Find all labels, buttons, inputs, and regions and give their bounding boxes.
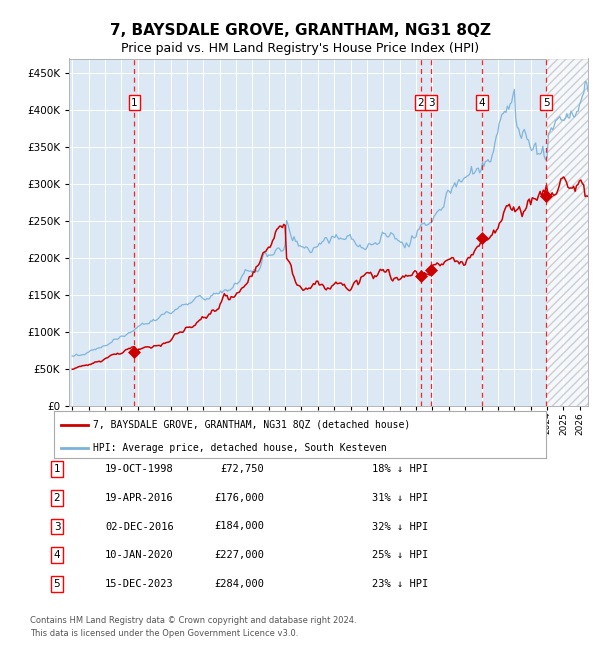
Text: 2: 2: [418, 98, 424, 108]
Text: £227,000: £227,000: [214, 550, 264, 560]
Text: 3: 3: [53, 521, 61, 532]
Text: HPI: Average price, detached house, South Kesteven: HPI: Average price, detached house, Sout…: [94, 443, 387, 453]
Text: 32% ↓ HPI: 32% ↓ HPI: [372, 521, 428, 532]
Text: 4: 4: [53, 550, 61, 560]
Text: 7, BAYSDALE GROVE, GRANTHAM, NG31 8QZ (detached house): 7, BAYSDALE GROVE, GRANTHAM, NG31 8QZ (d…: [94, 419, 410, 430]
Text: 19-OCT-1998: 19-OCT-1998: [105, 464, 174, 474]
Text: 1: 1: [131, 98, 138, 108]
Text: 3: 3: [428, 98, 434, 108]
Text: 4: 4: [479, 98, 485, 108]
Text: 7, BAYSDALE GROVE, GRANTHAM, NG31 8QZ: 7, BAYSDALE GROVE, GRANTHAM, NG31 8QZ: [110, 23, 491, 38]
Text: 23% ↓ HPI: 23% ↓ HPI: [372, 578, 428, 589]
Text: 2: 2: [53, 493, 61, 503]
Text: 10-JAN-2020: 10-JAN-2020: [105, 550, 174, 560]
Text: Contains HM Land Registry data © Crown copyright and database right 2024.: Contains HM Land Registry data © Crown c…: [30, 616, 356, 625]
Text: 5: 5: [543, 98, 550, 108]
Text: £176,000: £176,000: [214, 493, 264, 503]
Text: £284,000: £284,000: [214, 578, 264, 589]
Text: 19-APR-2016: 19-APR-2016: [105, 493, 174, 503]
Bar: [547, 58, 588, 406]
Text: Price paid vs. HM Land Registry's House Price Index (HPI): Price paid vs. HM Land Registry's House …: [121, 42, 479, 55]
Text: £184,000: £184,000: [214, 521, 264, 532]
Text: 18% ↓ HPI: 18% ↓ HPI: [372, 464, 428, 474]
Text: 31% ↓ HPI: 31% ↓ HPI: [372, 493, 428, 503]
Text: This data is licensed under the Open Government Licence v3.0.: This data is licensed under the Open Gov…: [30, 629, 298, 638]
Text: 15-DEC-2023: 15-DEC-2023: [105, 578, 174, 589]
Text: 5: 5: [53, 578, 61, 589]
Text: 25% ↓ HPI: 25% ↓ HPI: [372, 550, 428, 560]
Text: 02-DEC-2016: 02-DEC-2016: [105, 521, 174, 532]
Text: £72,750: £72,750: [220, 464, 264, 474]
Text: 1: 1: [53, 464, 61, 474]
